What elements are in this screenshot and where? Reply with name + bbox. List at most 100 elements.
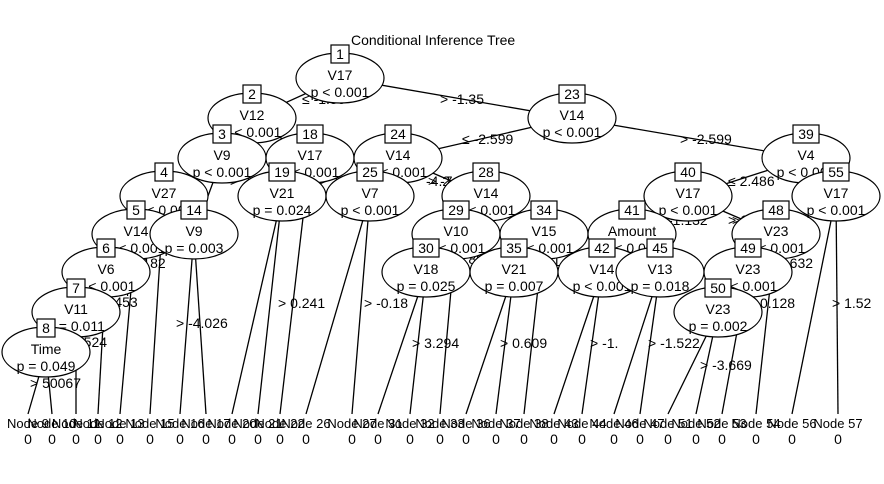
node-id: 39: [798, 126, 814, 142]
node-id: 28: [478, 164, 494, 180]
tree-edge: [351, 195, 371, 415]
node-variable: V27: [152, 185, 177, 201]
leaf-value: 0: [94, 431, 102, 447]
node-variable: V21: [270, 185, 295, 201]
node-variable: V18: [414, 261, 439, 277]
plot-title: Conditional Inference Tree: [351, 32, 515, 48]
node-id-box: [296, 124, 324, 144]
leaf-label: Node 57: [813, 416, 862, 431]
leaf-label: Node 44: [557, 416, 606, 431]
node-id-box: [472, 162, 500, 182]
node-variable: V14: [386, 147, 411, 163]
node-variable: V12: [240, 107, 265, 123]
tree-node-3: 3 V9p < 0.001: [177, 124, 267, 184]
leaf-node: Node 470: [615, 416, 664, 447]
edge-label: > -1.35: [440, 91, 484, 107]
tree-edge: [791, 195, 837, 415]
node-id-box: [558, 84, 586, 104]
node-variable: V17: [328, 67, 353, 83]
node-id: 49: [740, 240, 756, 256]
leaf-value: 0: [24, 431, 32, 447]
node-p-value: p = 0.002: [689, 318, 748, 334]
leaf-value: 0: [202, 431, 210, 447]
leaf-label: Node 53: [697, 416, 746, 431]
edge-label: > -1.522: [648, 335, 700, 351]
leaf-node: Node 430: [529, 416, 578, 447]
leaf-node: Node 510: [643, 416, 692, 447]
node-p-value: p = 0.007: [485, 278, 544, 294]
leaf-value: 0: [276, 431, 284, 447]
edge-label: > 1.52: [832, 295, 872, 311]
leaf-value: 0: [254, 431, 262, 447]
leaf-label: Node 13: [95, 416, 144, 431]
node-id: 2: [248, 86, 256, 102]
leaf-label: Node 33: [415, 416, 464, 431]
node-p-value: p < 0.001: [573, 278, 632, 294]
leaf-node: Node 310: [353, 416, 402, 447]
tree-edge: [193, 233, 207, 415]
leaf-value: 0: [834, 431, 842, 447]
tree-edge: [179, 233, 195, 415]
node-p-value: p < 0.001: [311, 84, 370, 100]
leaf-node: Node 460: [589, 416, 638, 447]
node-id-box: [212, 124, 232, 144]
node-id: 48: [768, 202, 784, 218]
node-id-box: [66, 278, 86, 298]
leaf-node: Node 130: [95, 416, 144, 447]
edge-label: -4.2: [426, 173, 450, 189]
node-id-box: [330, 44, 350, 64]
leaf-node: Node 380: [499, 416, 548, 447]
leaf-node: Node 330: [415, 416, 464, 447]
node-p-value: p < 0.001: [807, 202, 866, 218]
node-p-value: p = 0.024: [253, 202, 312, 218]
leaf-label: Node 51: [643, 416, 692, 431]
node-variable: V17: [676, 185, 701, 201]
node-id-box: [180, 200, 208, 220]
node-p-value: p = 0.025: [397, 278, 456, 294]
leaf-label: Node 37: [471, 416, 520, 431]
node-p-value: p < 0.001: [193, 164, 252, 180]
leaf-value: 0: [578, 431, 586, 447]
leaf-value: 0: [788, 431, 796, 447]
leaf-label: Node 32: [385, 416, 434, 431]
node-id: 7: [72, 280, 80, 296]
leaf-value: 0: [752, 431, 760, 447]
leaf-value: 0: [302, 431, 310, 447]
leaf-label: Node 26: [281, 416, 330, 431]
node-variable: V14: [474, 185, 499, 201]
leaf-node: Node 360: [441, 416, 490, 447]
node-id: 50: [710, 280, 726, 296]
node-id: 3: [218, 126, 226, 142]
node-variable: V10: [444, 223, 469, 239]
node-id-box: [412, 238, 440, 258]
tree-edge: [835, 195, 839, 415]
leaf-label: Node 46: [589, 416, 638, 431]
leaf-node: Node 540: [731, 416, 780, 447]
leaf-value: 0: [492, 431, 500, 447]
node-id: 55: [828, 164, 844, 180]
node-p-value: p < 0.001: [659, 202, 718, 218]
leaf-label: Node 36: [441, 416, 490, 431]
node-id: 42: [594, 240, 610, 256]
node-id-box: [646, 238, 674, 258]
leaf-value: 0: [664, 431, 672, 447]
leaf-node: Node 560: [767, 416, 816, 447]
edge-label: > 0.609: [500, 335, 547, 351]
edge-label: 0.128: [760, 295, 795, 311]
leaf-value: 0: [72, 431, 80, 447]
node-p-value: p = 0.049: [17, 358, 76, 374]
leaf-value: 0: [610, 431, 618, 447]
node-variable: V21: [502, 261, 527, 277]
node-id-box: [356, 162, 384, 182]
edge-label: > 50067: [30, 375, 81, 391]
leaf-label: Node 31: [353, 416, 402, 431]
node-p-value: p = 0.018: [631, 278, 690, 294]
leaf-node: Node 270: [327, 416, 376, 447]
